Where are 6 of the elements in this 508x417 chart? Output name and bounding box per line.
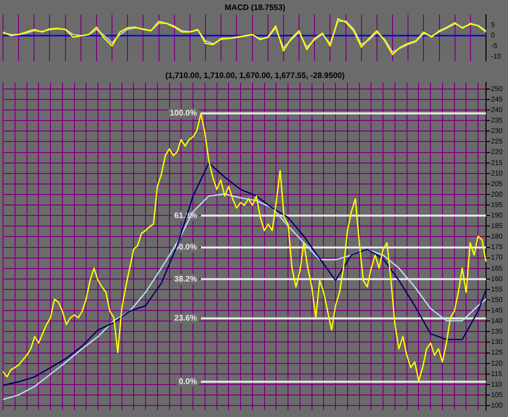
chart-title: (1,710.00, 1,710.00, 1,670.00, 1,677.55, -28.9500) [165, 71, 345, 80]
annotation: 0.0% [178, 376, 197, 386]
chart-title: MACD (18.7553) [224, 3, 286, 12]
annotation: 100.0% [170, 108, 197, 118]
annotation: 23.6% [174, 314, 197, 323]
annotation: 38.2% [174, 274, 197, 284]
